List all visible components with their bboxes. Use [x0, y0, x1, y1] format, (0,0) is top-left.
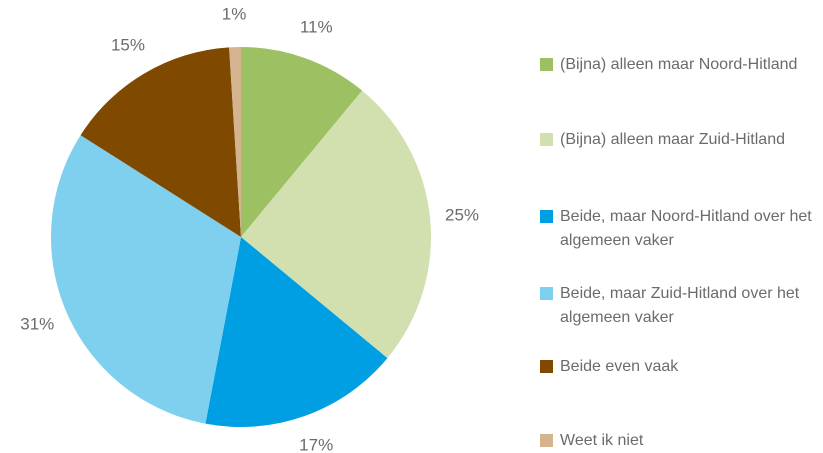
data-label: 11%: [300, 18, 333, 37]
pie-slice: [241, 90, 432, 359]
legend-label: Weet ik niet: [560, 432, 644, 449]
legend-item: Weet ik niet: [540, 429, 820, 453]
legend-item: Beide even vaak: [540, 355, 820, 379]
legend-item: Beide, maar Noord-Hitland over het algem…: [540, 205, 820, 253]
data-label: 1%: [222, 5, 247, 24]
legend-label: Beide, maar Zuid-Hitland over het algeme…: [560, 285, 800, 326]
legend-swatch: [540, 434, 553, 447]
legend-swatch: [540, 133, 553, 146]
legend-label: Beide, maar Noord-Hitland over het algem…: [560, 208, 812, 249]
data-label: 31%: [20, 315, 54, 334]
legend-swatch: [540, 287, 553, 300]
legend-label: Beide even vaak: [560, 358, 679, 375]
pie-slice: [229, 47, 241, 237]
legend-swatch: [540, 58, 553, 71]
legend-item: Beide, maar Zuid-Hitland over het algeme…: [540, 282, 820, 330]
legend-label: (Bijna) alleen maar Noord-Hitland: [560, 56, 798, 73]
pie-slice: [51, 135, 241, 424]
pie-slice: [80, 47, 241, 237]
pie-slice: [241, 47, 363, 237]
pie-slice: [205, 237, 388, 427]
data-label: 25%: [445, 206, 479, 225]
legend-item: (Bijna) alleen maar Zuid-Hitland: [540, 128, 820, 152]
legend-swatch: [540, 360, 553, 373]
data-label: 15%: [111, 35, 145, 54]
legend-label: (Bijna) alleen maar Zuid-Hitland: [560, 131, 785, 148]
legend-swatch: [540, 210, 553, 223]
data-label: 17%: [299, 435, 333, 451]
legend-item: (Bijna) alleen maar Noord-Hitland: [540, 53, 820, 77]
